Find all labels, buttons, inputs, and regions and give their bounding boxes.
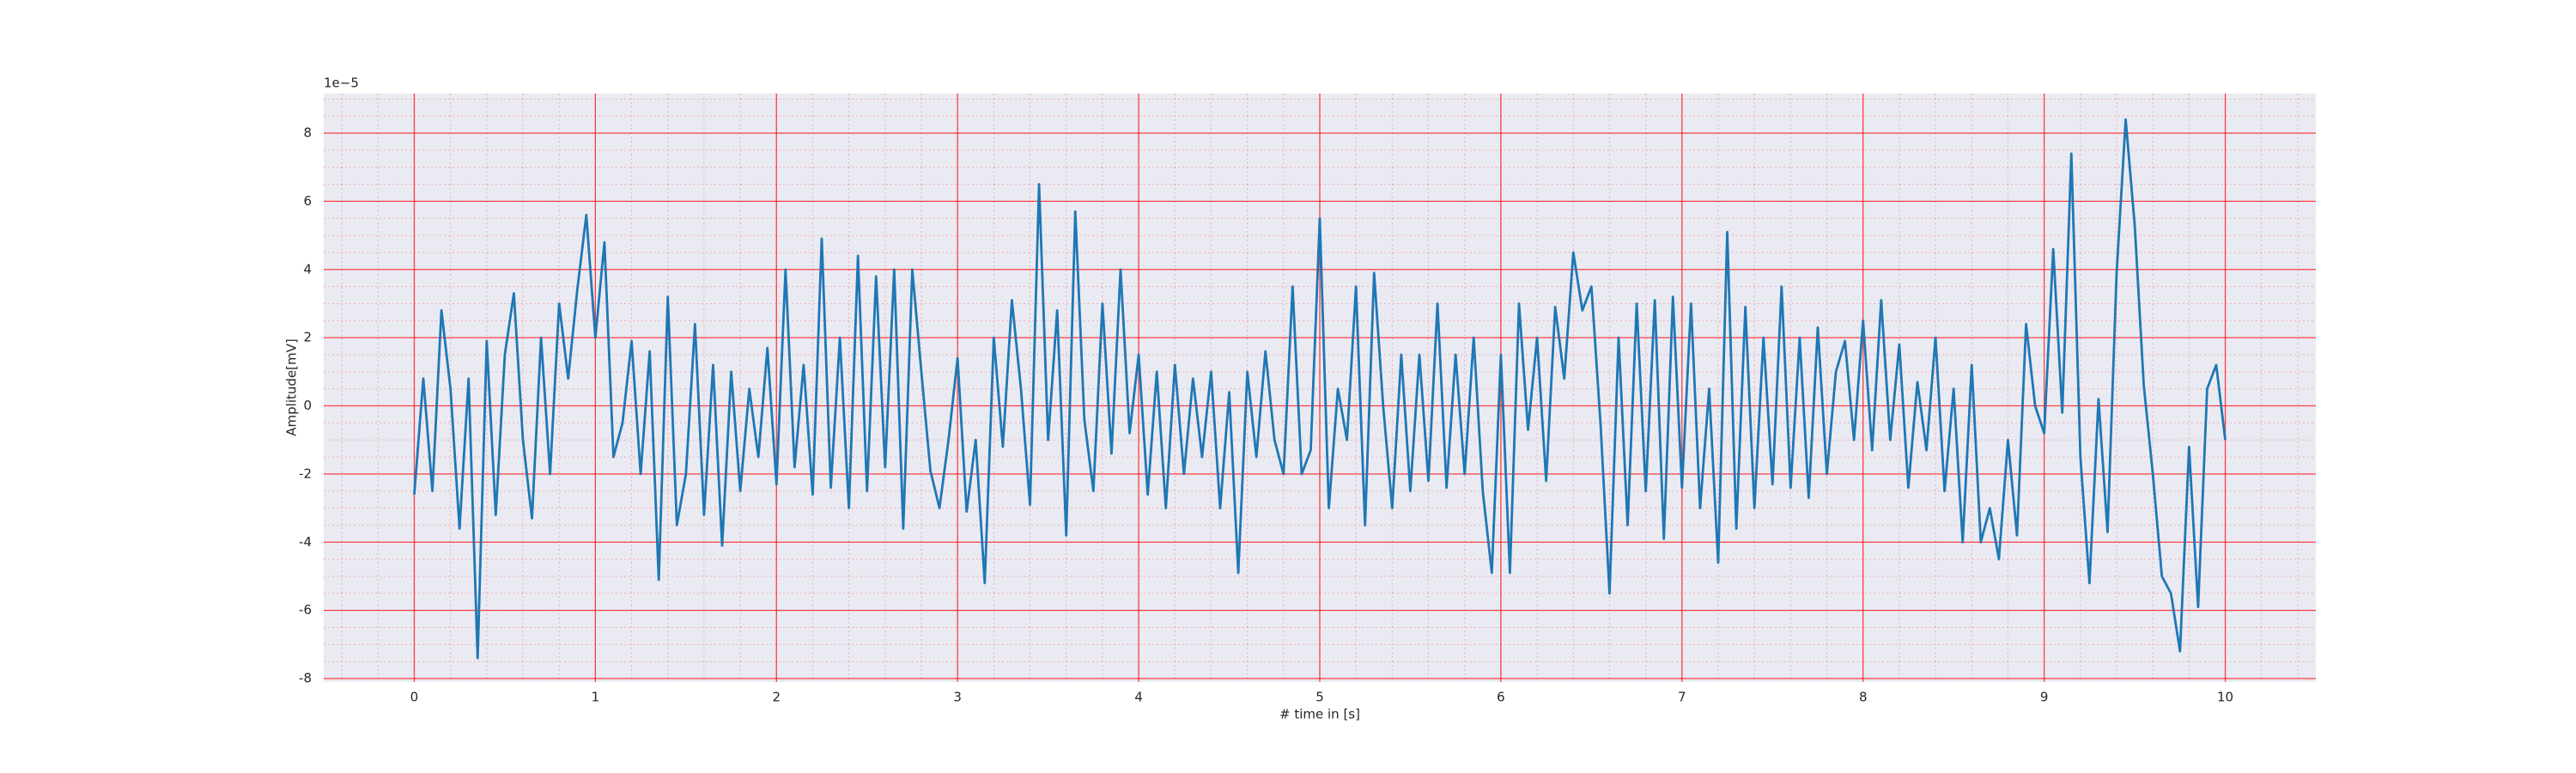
- y-tick-label: -2: [299, 466, 312, 481]
- y-tick-label: 8: [303, 125, 312, 141]
- marks: [413, 118, 2227, 660]
- x-tick-label: 1: [592, 690, 600, 705]
- y-tick-label: 4: [303, 261, 312, 277]
- y-axis-label: Amplitude[mV]: [284, 338, 300, 435]
- x-tick-label: 6: [1497, 690, 1505, 705]
- x-tick-label: 10: [2217, 690, 2233, 705]
- y-offset-label: 1e−5: [324, 76, 359, 91]
- grid: [324, 94, 2316, 682]
- y-tick-label: -4: [299, 534, 312, 550]
- x-tick-label: 9: [2040, 690, 2049, 705]
- x-axis-label: # time in [s]: [1279, 707, 1360, 722]
- signal-line: [413, 118, 2227, 660]
- y-tick-label: -6: [299, 602, 312, 618]
- x-tick-label: 3: [953, 690, 962, 705]
- y-tick-label: 0: [303, 398, 312, 413]
- y-tick-label: 2: [303, 330, 312, 345]
- x-tick-label: 5: [1315, 690, 1324, 705]
- x-tick-label: 4: [1134, 690, 1143, 705]
- x-tick-label: 0: [410, 690, 419, 705]
- labels: 0 1 2 3 4 5 6 7 8 9 10 -8 -6 -4 -2 0 2 4 6 8: [299, 125, 2233, 705]
- y-tick-label: -8: [299, 671, 312, 686]
- x-tick-label: 7: [1678, 690, 1686, 705]
- x-tick-label: 2: [772, 690, 781, 705]
- y-tick-label: 6: [303, 193, 312, 209]
- x-tick-label: 8: [1859, 690, 1868, 705]
